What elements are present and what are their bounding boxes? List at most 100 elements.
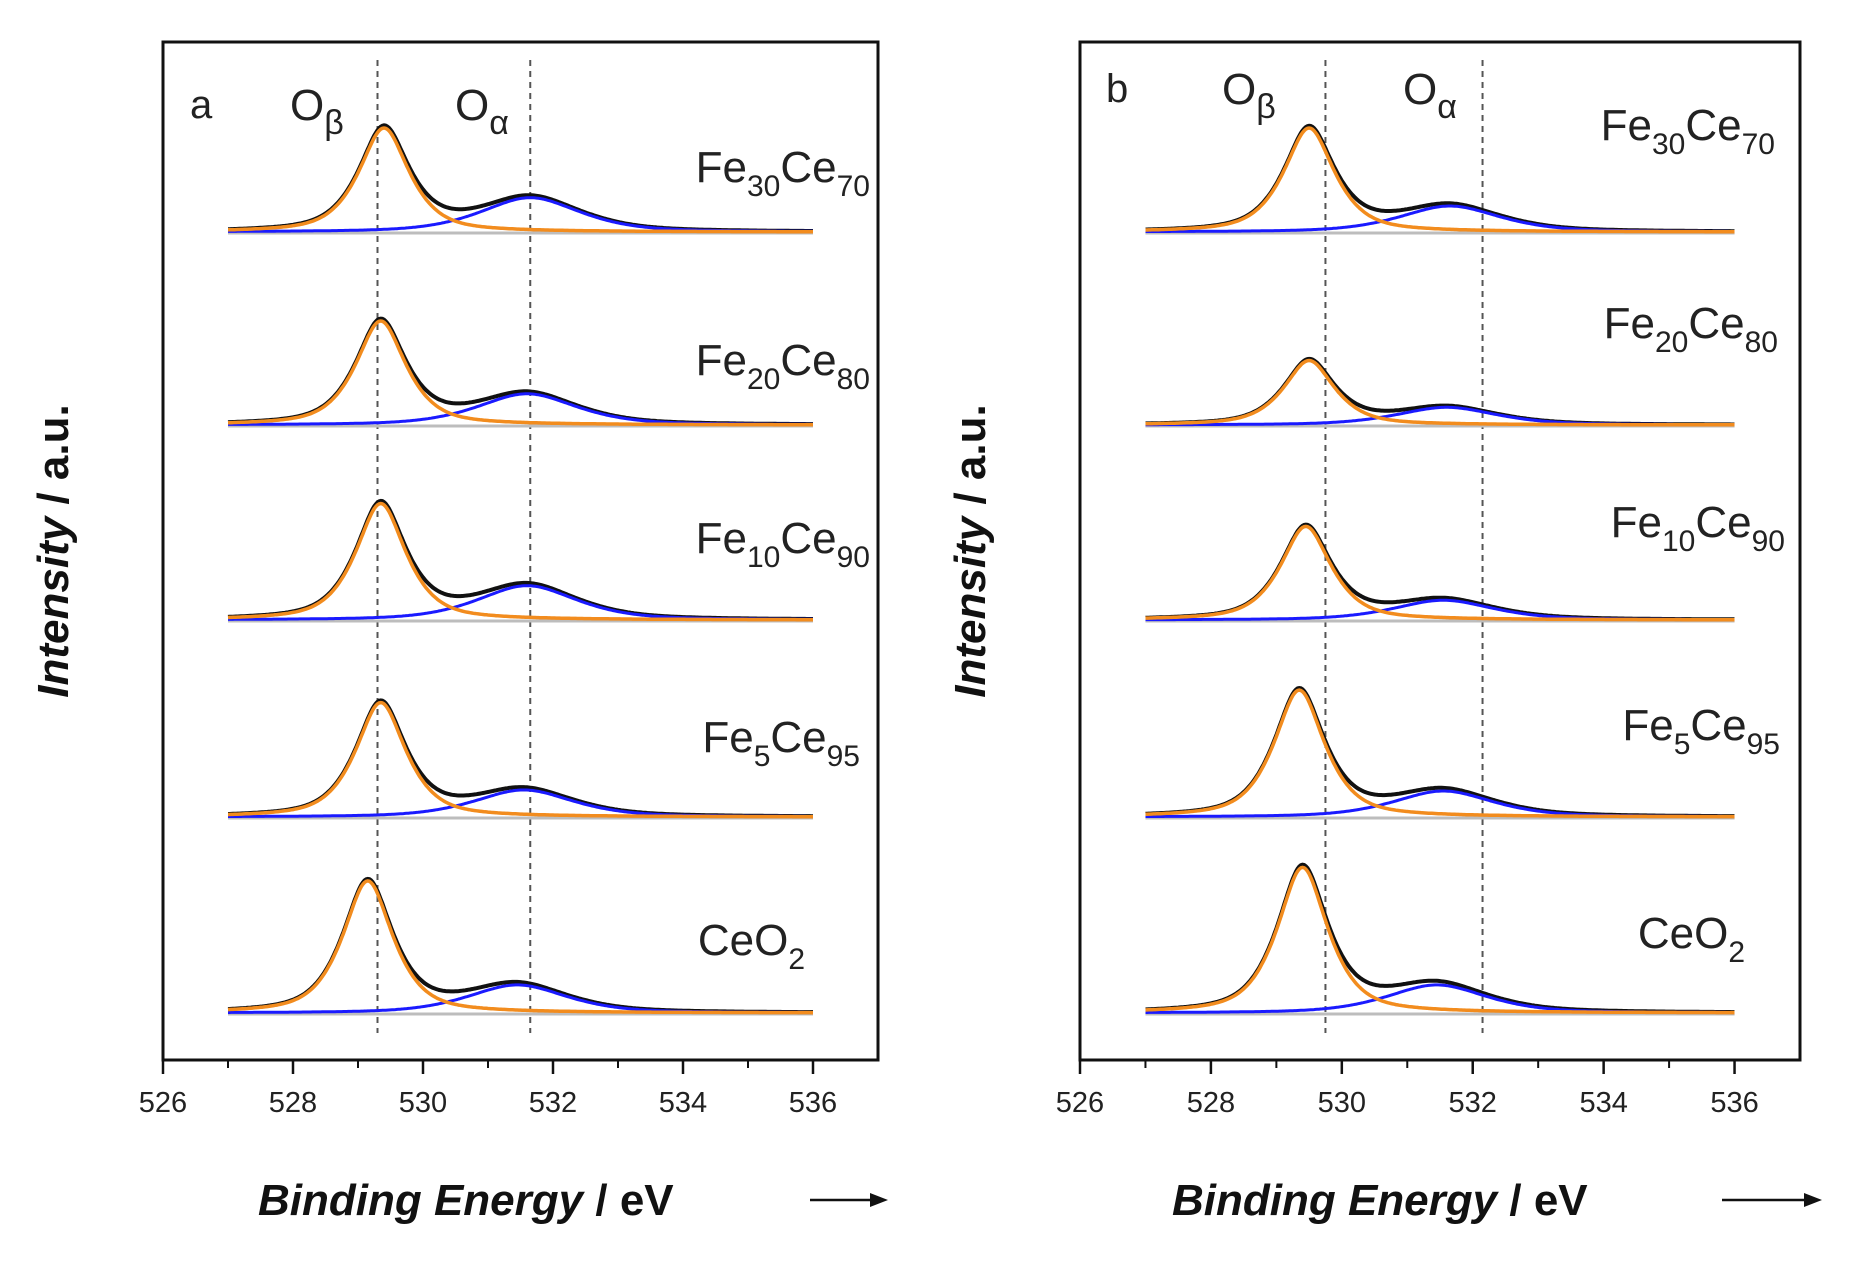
x-axis-title-unit: eV (620, 1176, 674, 1225)
sample-label-part: Fe (696, 143, 747, 192)
peak-label-sub: β (1256, 88, 1276, 126)
sample-label-subscript: 80 (1745, 326, 1778, 359)
sample-label: Fe20Ce80 (696, 336, 870, 396)
peak-label-o-alpha: Oα (1403, 65, 1457, 126)
sample-label-subscript: 95 (1747, 728, 1780, 761)
arrow-head (870, 1193, 888, 1207)
sample-label-subscript: 90 (1752, 525, 1785, 558)
arrow-head (1804, 1193, 1822, 1207)
spectrum-Fe10Ce90 (1145, 522, 1735, 623)
peak-label-sub: β (324, 104, 344, 142)
peak-label-sub: α (1437, 88, 1457, 126)
x-axis-title-main: Binding Energy (258, 1176, 586, 1225)
spectrum-Fe5Ce95 (1145, 685, 1735, 820)
peak-label-main: O (1403, 65, 1437, 114)
sample-label: CeO2 (1638, 909, 1745, 969)
x-tick-label: 532 (1449, 1087, 1497, 1119)
sample-label-subscript: 5 (1674, 728, 1691, 761)
x-tick-label: 526 (1056, 1087, 1104, 1119)
sample-label: Fe20Ce80 (1604, 299, 1778, 359)
y-axis-title-sep: / (946, 480, 995, 517)
sample-label-subscript: 2 (788, 943, 805, 976)
spectrum-Fe5Ce95 (228, 698, 813, 820)
sample-label: Fe10Ce90 (696, 514, 870, 574)
sample-label-subscript: 90 (837, 541, 870, 574)
plot-frame (1078, 40, 1802, 1062)
y-axis-title-unit: a.u. (29, 404, 78, 480)
y-axis-title-unit: a.u. (946, 404, 995, 480)
peak-label-o-alpha: Oα (455, 81, 509, 142)
sample-label-part: Ce (780, 514, 836, 563)
y-axis-title: Intensity / a.u. (29, 404, 78, 697)
o-beta-component (228, 700, 813, 819)
sample-label-subscript: 2 (1728, 936, 1745, 969)
spectrum-Fe20Ce80 (227, 316, 813, 428)
sample-label: CeO2 (698, 916, 805, 976)
sample-label: Fe5Ce95 (1622, 701, 1780, 761)
sample-label: Fe30Ce70 (1601, 101, 1775, 161)
o-beta-component (227, 879, 813, 1015)
x-axis-title-sep: / (1497, 1176, 1534, 1225)
sample-label: Fe10Ce90 (1611, 498, 1785, 558)
peak-label-main: O (455, 81, 489, 130)
x-axis-title-unit: eV (1534, 1176, 1588, 1225)
sample-label: Fe5Ce95 (702, 713, 860, 773)
sample-label-subscript: 10 (747, 541, 780, 574)
x-axis-title: Binding Energy / eV (1172, 1176, 1588, 1225)
sample-label-part: Ce (780, 143, 836, 192)
peak-label-o-beta: Oβ (290, 81, 344, 142)
x-tick-label: 530 (399, 1087, 447, 1119)
spectrum-Fe10Ce90 (227, 498, 813, 623)
spectrum-Fe30Ce70 (1145, 123, 1735, 235)
sample-label-part: Ce (1695, 498, 1751, 547)
sample-label-part: Ce (1688, 299, 1744, 348)
o-beta-component (228, 319, 813, 427)
sample-label-subscript: 70 (837, 170, 870, 203)
sample-label-part: Fe (696, 336, 747, 385)
sample-label-part: Ce (770, 713, 826, 762)
spectrum-Fe20Ce80 (1145, 356, 1735, 428)
x-tick-label: 534 (659, 1087, 707, 1119)
sample-label-subscript: 80 (837, 363, 870, 396)
x-tick-label: 532 (529, 1087, 577, 1119)
spectrum-envelope (1145, 356, 1735, 427)
x-tick-label: 526 (139, 1087, 187, 1119)
peak-label-main: O (1222, 65, 1256, 114)
peak-label-main: O (290, 81, 324, 130)
sample-label-part: Fe (702, 713, 753, 762)
panel-label: b (1106, 67, 1128, 111)
sample-label-part: CeO (1638, 909, 1728, 958)
panel-label: a (190, 83, 213, 127)
x-axis-title: Binding Energy / eV (258, 1176, 674, 1225)
sample-label-part: Fe (1601, 101, 1652, 150)
o-beta-component (1145, 865, 1735, 1015)
o-beta-component (1145, 524, 1735, 622)
o-beta-component (1145, 688, 1735, 819)
y-axis-title: Intensity / a.u. (946, 404, 995, 697)
x-axis-title-sep: / (583, 1176, 620, 1225)
x-tick-label: 534 (1579, 1087, 1627, 1119)
o-beta-component (1145, 358, 1735, 427)
x-tick-label: 530 (1318, 1087, 1366, 1119)
sample-label-subscript: 20 (1655, 326, 1688, 359)
sample-label-part: Ce (1685, 101, 1741, 150)
sample-label-subscript: 70 (1742, 128, 1775, 161)
sample-label-subscript: 95 (827, 740, 860, 773)
o-alpha-component (228, 196, 813, 233)
sample-label-part: Fe (1622, 701, 1673, 750)
spectrum-CeO2 (1145, 862, 1735, 1016)
sample-label-subscript: 30 (747, 170, 780, 203)
x-tick-label: 536 (789, 1087, 837, 1119)
o-beta-component (227, 501, 813, 622)
o-beta-component (228, 126, 813, 234)
sample-label-part: Ce (1690, 701, 1746, 750)
sample-label: Fe30Ce70 (696, 143, 870, 203)
sample-label-subscript: 30 (1652, 128, 1685, 161)
sample-label-subscript: 20 (747, 363, 780, 396)
x-tick-label: 528 (269, 1087, 317, 1119)
sample-label-part: Fe (696, 514, 747, 563)
sample-label-part: CeO (698, 916, 788, 965)
